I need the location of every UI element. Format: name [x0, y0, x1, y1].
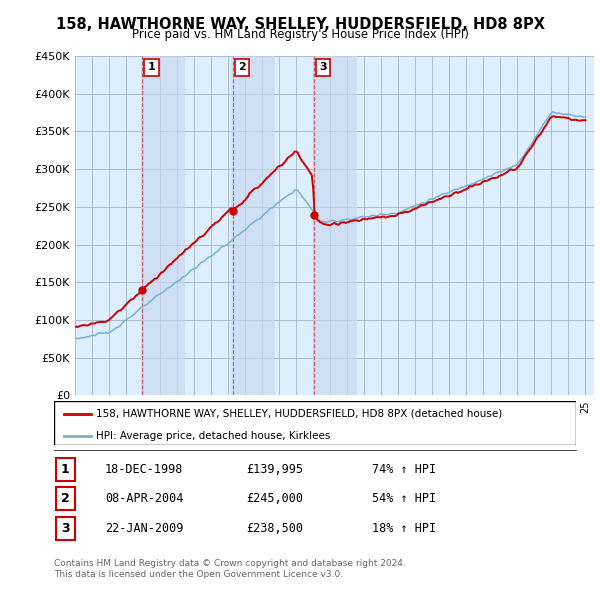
Text: 158, HAWTHORNE WAY, SHELLEY, HUDDERSFIELD, HD8 8PX (detached house): 158, HAWTHORNE WAY, SHELLEY, HUDDERSFIEL…: [96, 409, 502, 418]
Text: 08-APR-2004: 08-APR-2004: [105, 492, 184, 505]
Text: 22-JAN-2009: 22-JAN-2009: [105, 522, 184, 535]
Text: 54% ↑ HPI: 54% ↑ HPI: [372, 492, 436, 505]
Text: 74% ↑ HPI: 74% ↑ HPI: [372, 463, 436, 476]
Text: Contains HM Land Registry data © Crown copyright and database right 2024.: Contains HM Land Registry data © Crown c…: [54, 559, 406, 568]
Text: 2: 2: [238, 63, 245, 73]
Text: HPI: Average price, detached house, Kirklees: HPI: Average price, detached house, Kirk…: [96, 431, 330, 441]
Text: 2: 2: [61, 492, 70, 505]
Text: 18% ↑ HPI: 18% ↑ HPI: [372, 522, 436, 535]
Text: 18-DEC-1998: 18-DEC-1998: [105, 463, 184, 476]
Text: Price paid vs. HM Land Registry's House Price Index (HPI): Price paid vs. HM Land Registry's House …: [131, 28, 469, 41]
Bar: [140, 56, 185, 395]
Text: 1: 1: [148, 63, 155, 73]
Text: This data is licensed under the Open Government Licence v3.0.: This data is licensed under the Open Gov…: [54, 571, 343, 579]
Text: £139,995: £139,995: [246, 463, 303, 476]
Text: 1: 1: [61, 463, 70, 476]
Text: £245,000: £245,000: [246, 492, 303, 505]
Text: £238,500: £238,500: [246, 522, 303, 535]
Bar: [231, 56, 275, 395]
Bar: [313, 56, 357, 395]
Text: 3: 3: [319, 63, 327, 73]
Text: 3: 3: [61, 522, 70, 535]
Text: 158, HAWTHORNE WAY, SHELLEY, HUDDERSFIELD, HD8 8PX: 158, HAWTHORNE WAY, SHELLEY, HUDDERSFIEL…: [56, 17, 545, 31]
